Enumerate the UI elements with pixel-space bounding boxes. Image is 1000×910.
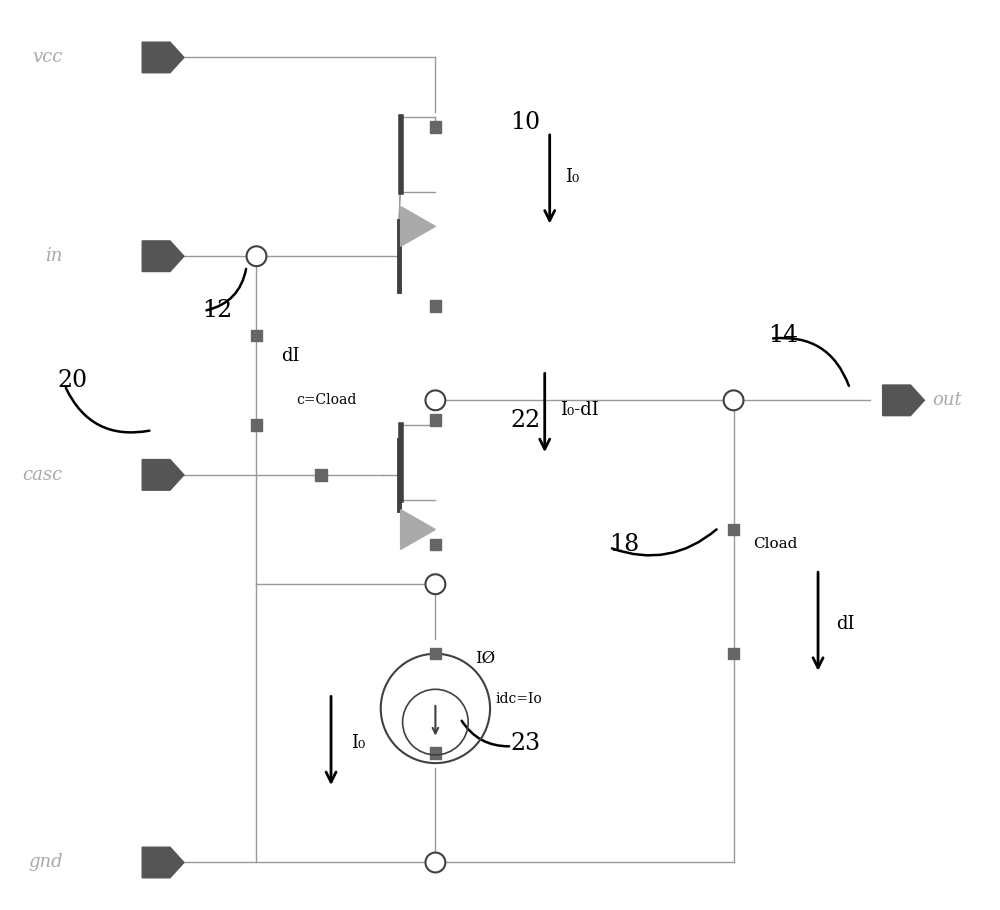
Text: 20: 20 xyxy=(58,369,88,392)
Bar xyxy=(430,300,441,311)
Bar xyxy=(728,524,739,535)
Text: vcc: vcc xyxy=(32,48,63,66)
Text: I₀: I₀ xyxy=(565,167,579,186)
Text: Cload: Cload xyxy=(753,538,798,551)
Text: 23: 23 xyxy=(510,732,540,754)
Bar xyxy=(251,330,262,341)
Bar xyxy=(430,648,441,660)
Text: c=Cload: c=Cload xyxy=(296,393,357,408)
Text: 18: 18 xyxy=(609,533,640,556)
Circle shape xyxy=(425,390,445,410)
Text: 14: 14 xyxy=(768,324,799,348)
Polygon shape xyxy=(142,460,184,490)
Polygon shape xyxy=(883,385,924,416)
Text: gnd: gnd xyxy=(28,854,63,872)
Circle shape xyxy=(425,574,445,594)
Text: casc: casc xyxy=(22,466,63,484)
Polygon shape xyxy=(142,241,184,271)
Bar xyxy=(728,648,739,660)
Text: dI: dI xyxy=(281,347,300,365)
Polygon shape xyxy=(142,847,184,878)
Bar xyxy=(430,539,441,551)
Text: dI: dI xyxy=(836,615,854,633)
Text: I₀-dI: I₀-dI xyxy=(560,401,598,420)
Bar xyxy=(251,420,262,431)
Text: 22: 22 xyxy=(510,409,540,431)
Text: idc=Io: idc=Io xyxy=(495,692,542,705)
Bar xyxy=(430,414,441,426)
Circle shape xyxy=(724,390,744,410)
Text: 12: 12 xyxy=(202,299,232,322)
Text: in: in xyxy=(45,248,63,265)
Bar xyxy=(430,747,441,759)
Text: IØ: IØ xyxy=(475,651,495,667)
Text: 10: 10 xyxy=(510,110,540,134)
Circle shape xyxy=(425,853,445,873)
Bar xyxy=(430,121,441,133)
Text: out: out xyxy=(932,391,962,410)
Polygon shape xyxy=(401,207,435,247)
Circle shape xyxy=(247,247,266,266)
Text: I₀: I₀ xyxy=(351,734,365,753)
Polygon shape xyxy=(142,42,184,73)
Bar xyxy=(315,470,327,480)
Polygon shape xyxy=(401,510,435,550)
